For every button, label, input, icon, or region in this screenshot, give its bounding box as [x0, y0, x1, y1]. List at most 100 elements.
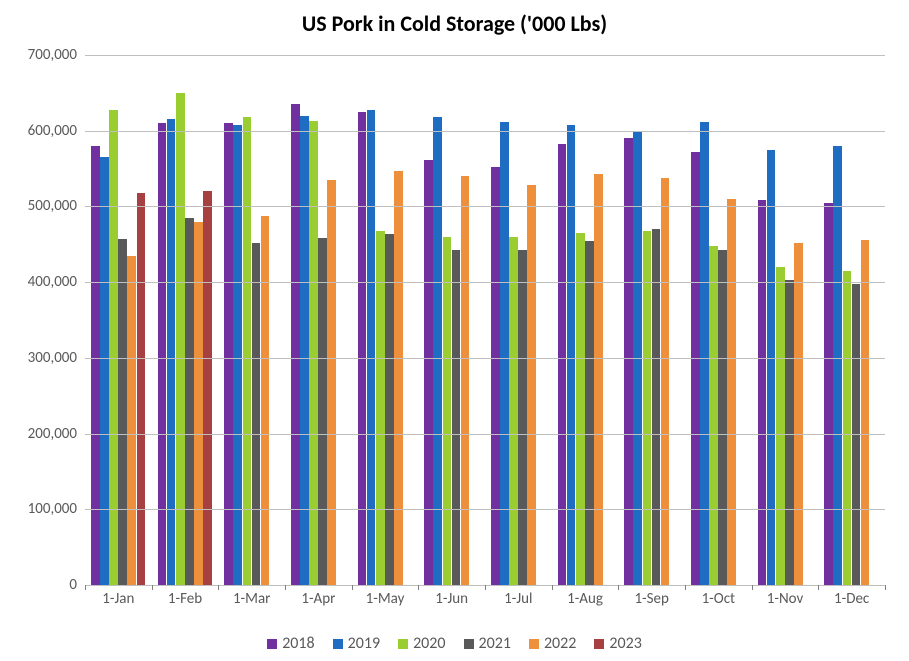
x-tick-label: 1-Apr [301, 590, 335, 608]
x-tick-label: 1-Nov [767, 590, 804, 608]
legend-label: 2022 [544, 634, 576, 653]
bar-2020 [776, 267, 785, 585]
x-tickmark [485, 585, 486, 590]
y-tick-label: 400,000 [7, 273, 77, 291]
legend-label: 2021 [479, 634, 511, 653]
legend-item-2018: 2018 [267, 634, 314, 653]
legend-swatch [398, 639, 408, 649]
y-tick-label: 0 [7, 576, 77, 594]
legend-swatch [464, 639, 474, 649]
gridline [85, 55, 885, 56]
bar-2021 [385, 234, 394, 585]
x-tick-label: 1-May [366, 590, 405, 608]
x-tick-label: 1-Jul [504, 590, 532, 608]
bar-2018 [424, 160, 433, 586]
bar-2022 [261, 216, 270, 585]
chart-title: US Pork in Cold Storage ('000 Lbs) [0, 10, 909, 37]
bar-2018 [224, 123, 233, 585]
bar-2018 [758, 200, 767, 585]
bar-2019 [700, 122, 709, 585]
bar-2018 [691, 152, 700, 585]
bar-2018 [358, 112, 367, 585]
x-tick-label: 1-Jan [102, 590, 134, 608]
bar-2020 [309, 121, 318, 585]
y-tick-label: 600,000 [7, 122, 77, 140]
bar-2020 [243, 117, 252, 585]
x-tickmark [818, 585, 819, 590]
y-tick-label: 500,000 [7, 197, 77, 215]
bar-2022 [527, 185, 536, 585]
x-tickmark [152, 585, 153, 590]
legend-label: 2023 [609, 634, 641, 653]
bar-2019 [767, 150, 776, 585]
x-tick-label: 1-Sep [634, 590, 668, 608]
gridline [85, 358, 885, 359]
legend-swatch [267, 639, 277, 649]
bar-2018 [491, 167, 500, 585]
bar-2019 [367, 110, 376, 585]
x-tickmark [552, 585, 553, 590]
bar-2018 [824, 203, 833, 585]
x-tickmark [85, 585, 86, 590]
bar-2020 [643, 231, 652, 585]
y-tick-label: 300,000 [7, 349, 77, 367]
gridline [85, 206, 885, 207]
bar-2021 [852, 284, 861, 585]
legend-label: 2020 [413, 634, 445, 653]
gridline [85, 131, 885, 132]
legend-swatch [529, 639, 539, 649]
bar-2022 [461, 176, 470, 585]
bar-2021 [718, 250, 727, 585]
bar-2018 [558, 144, 567, 585]
legend-item-2023: 2023 [594, 634, 641, 653]
x-tickmark [352, 585, 353, 590]
bars-layer [85, 55, 885, 585]
gridline [85, 509, 885, 510]
x-tickmark [418, 585, 419, 590]
bar-2021 [785, 280, 794, 585]
x-tickmark [885, 585, 886, 590]
bar-2018 [624, 138, 633, 585]
bar-2019 [833, 146, 842, 585]
x-tick-label: 1-Mar [233, 590, 270, 608]
x-tickmark [218, 585, 219, 590]
x-tick-label: 1-Dec [834, 590, 869, 608]
legend-label: 2019 [348, 634, 380, 653]
legend-item-2019: 2019 [333, 634, 380, 653]
bar-2019 [167, 119, 176, 585]
x-tick-label: 1-Feb [168, 590, 202, 608]
bar-2020 [443, 237, 452, 585]
bar-2022 [194, 222, 203, 585]
bar-2019 [567, 125, 576, 585]
x-tick-label: 1-Jun [435, 590, 468, 608]
bar-2019 [500, 122, 509, 585]
gridline [85, 434, 885, 435]
bar-2022 [794, 243, 803, 585]
bar-2022 [861, 240, 870, 585]
bar-2019 [100, 157, 109, 585]
gridline [85, 282, 885, 283]
plot-area [85, 55, 885, 586]
bar-2019 [433, 117, 442, 585]
x-tickmark [618, 585, 619, 590]
bar-2021 [118, 239, 127, 585]
bar-2021 [318, 238, 327, 585]
legend-swatch [333, 639, 343, 649]
bar-2018 [91, 146, 100, 585]
bar-2020 [843, 271, 852, 585]
legend-label: 2018 [282, 634, 314, 653]
y-tick-label: 100,000 [7, 500, 77, 518]
bar-2023 [203, 191, 212, 585]
bar-2020 [109, 110, 118, 585]
legend-swatch [594, 639, 604, 649]
bar-2019 [300, 116, 309, 585]
bar-2021 [518, 250, 527, 585]
bar-2022 [127, 256, 136, 585]
bar-2021 [252, 243, 261, 585]
bar-2022 [327, 180, 336, 585]
bar-2019 [233, 125, 242, 585]
chart-container: US Pork in Cold Storage ('000 Lbs) 2018 2… [0, 0, 909, 661]
x-tickmark [752, 585, 753, 590]
bar-2020 [509, 237, 518, 585]
legend-item-2022: 2022 [529, 634, 576, 653]
